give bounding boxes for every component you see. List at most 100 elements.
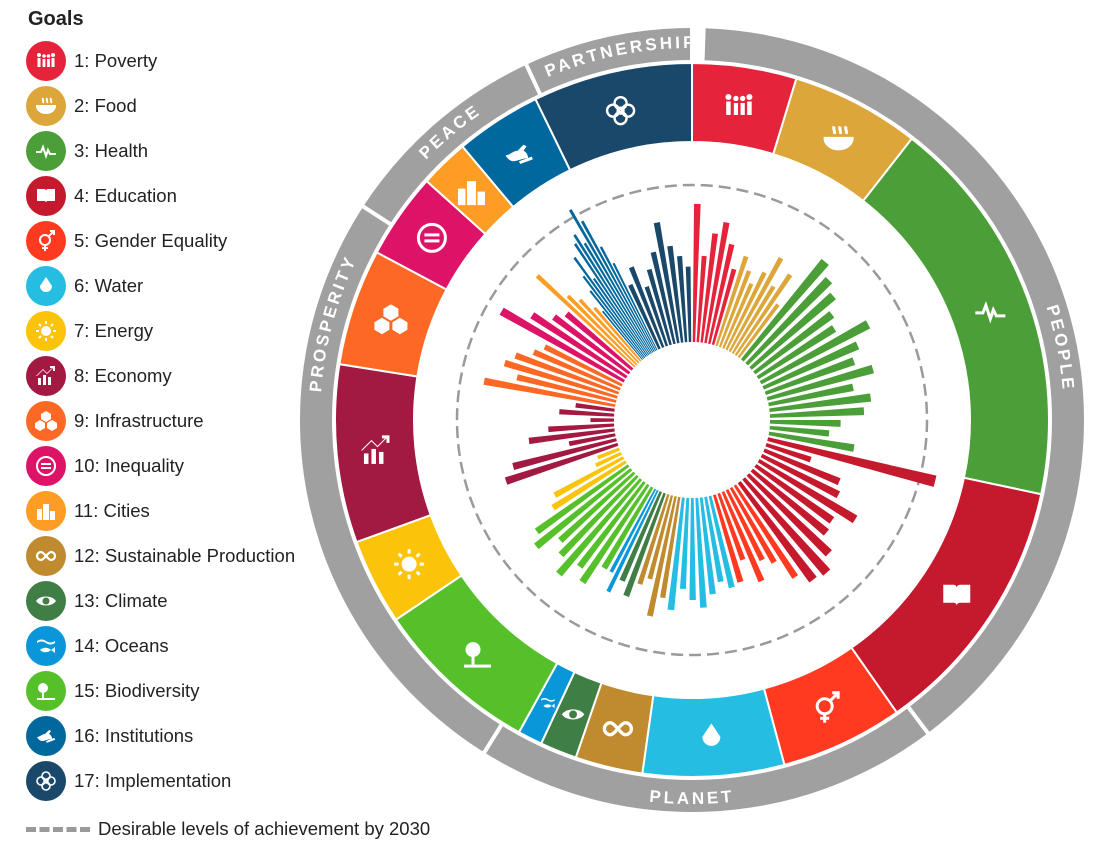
bar-goal-10 (564, 311, 634, 371)
bar-goal-15 (577, 481, 646, 569)
bar-goal-9 (483, 377, 616, 407)
bar-goal-6 (699, 497, 716, 595)
bar-goal-3 (769, 407, 865, 418)
bar-goal-8 (528, 428, 615, 445)
bar-goal-2 (728, 256, 784, 353)
bar-goal-3 (768, 383, 854, 407)
bar-goal-1 (704, 222, 730, 344)
legend-item: 3: Health (26, 128, 326, 173)
bar-goal-4 (742, 477, 831, 576)
legend-item: 17: Implementation (26, 758, 326, 803)
legend-item: 14: Oceans (26, 623, 326, 668)
bar-goal-8 (512, 438, 617, 470)
bar-goal-5 (721, 491, 765, 583)
bar-goal-4 (737, 481, 817, 583)
bar-goal-3 (740, 258, 829, 362)
legend-item: 1: Poverty (26, 38, 326, 83)
legend-item-label: 3: Health (74, 139, 149, 161)
legend-item-label: 7: Energy (74, 319, 154, 341)
bar-goal-3 (749, 292, 836, 370)
infinity-icon (26, 535, 66, 576)
equals-icon (416, 222, 447, 253)
legend-item-label: 12: Sustainable Production (74, 544, 296, 566)
legend-item: 7: Energy (26, 308, 326, 353)
family-icon (725, 93, 753, 115)
bar-goal-5 (729, 486, 777, 564)
buildings-icon (26, 490, 66, 531)
pillar-separator (481, 722, 504, 756)
bar-goal-4 (763, 448, 841, 486)
bar-goal-3 (766, 364, 874, 401)
dove-icon (26, 715, 66, 756)
bar-goal-2 (734, 273, 793, 357)
bar-goal-14 (606, 489, 659, 593)
gender-icon (815, 691, 840, 723)
bar-goal-9 (516, 374, 617, 403)
legend-item-label: 14: Oceans (74, 634, 169, 656)
bar-goal-8 (504, 442, 619, 485)
gender-icon (26, 220, 66, 261)
bar-goal-15 (556, 478, 643, 577)
growth-chart-icon (360, 435, 390, 464)
bar-goal-4 (754, 463, 835, 524)
target-legend-label: Desirable levels of achievement by 2030 (98, 818, 431, 839)
eye-globe-icon (26, 580, 66, 621)
legend-item-label: 13: Climate (74, 589, 168, 611)
legend-item-label: 6: Water (74, 274, 144, 296)
bar-goal-6 (695, 497, 707, 608)
bowl-icon (823, 125, 854, 151)
bar-goal-17 (646, 268, 672, 346)
bar-goal-17 (677, 255, 688, 343)
bar-goal-16 (582, 275, 646, 359)
bar-goal-6 (679, 497, 690, 589)
fish-icon (26, 625, 66, 666)
bar-goal-8 (575, 403, 615, 412)
legend-item: 2: Food (26, 83, 326, 128)
bar-goal-1 (711, 268, 737, 346)
pillar-separator (523, 62, 543, 97)
bar-goal-1 (708, 243, 735, 345)
bar-goal-8 (559, 409, 615, 417)
bar-goal-3 (769, 393, 872, 413)
tree-icon (26, 670, 66, 711)
bar-goal-12 (646, 496, 677, 617)
bar-goal-1 (700, 233, 719, 343)
legend-item-label: 16: Institutions (74, 724, 194, 746)
bar-goal-15 (534, 468, 633, 550)
growth-chart-icon (26, 355, 66, 396)
bar-goal-16 (573, 256, 647, 358)
bar-goal-16 (573, 234, 651, 355)
water-drop-icon (702, 723, 721, 746)
bar-goal-9 (514, 352, 620, 395)
bar-goal-8 (568, 433, 616, 447)
target-legend: Desirable levels of achievement by 2030 (26, 818, 430, 840)
bar-goal-6 (667, 497, 685, 611)
pillar-ring-planet (484, 707, 928, 812)
bar-goal-4 (757, 459, 858, 524)
legend-item: 10: Inequality (26, 443, 326, 488)
legend-items: 1: Poverty 2: Food 3: Health 4: Education 5:… (26, 38, 326, 803)
legend-item: 8: Economy (26, 353, 326, 398)
eye-globe-icon (561, 709, 585, 720)
bar-goal-15 (558, 471, 636, 543)
bar-goal-2 (731, 285, 776, 355)
heartbeat-icon (975, 301, 1006, 324)
bar-goal-10 (552, 314, 631, 375)
bar-goal-17 (685, 266, 692, 343)
bar-goal-4 (765, 442, 812, 463)
tree-icon (464, 642, 492, 668)
bar-goal-3 (759, 320, 871, 385)
bar-goal-3 (756, 325, 837, 380)
bar-goal-2 (725, 271, 767, 351)
bar-goal-6 (704, 496, 724, 583)
bar-goal-5 (733, 484, 799, 579)
pillar-separator (360, 203, 393, 227)
bar-goal-16 (568, 209, 654, 353)
legend-item: 9: Infrastructure (26, 398, 326, 443)
bar-goal-14 (609, 488, 657, 573)
bar-goal-2 (722, 282, 754, 349)
bar-goal-2 (718, 270, 752, 348)
legend-item: 11: Cities (26, 488, 326, 533)
bar-goal-15 (558, 474, 639, 558)
pillar-separator (905, 704, 931, 736)
